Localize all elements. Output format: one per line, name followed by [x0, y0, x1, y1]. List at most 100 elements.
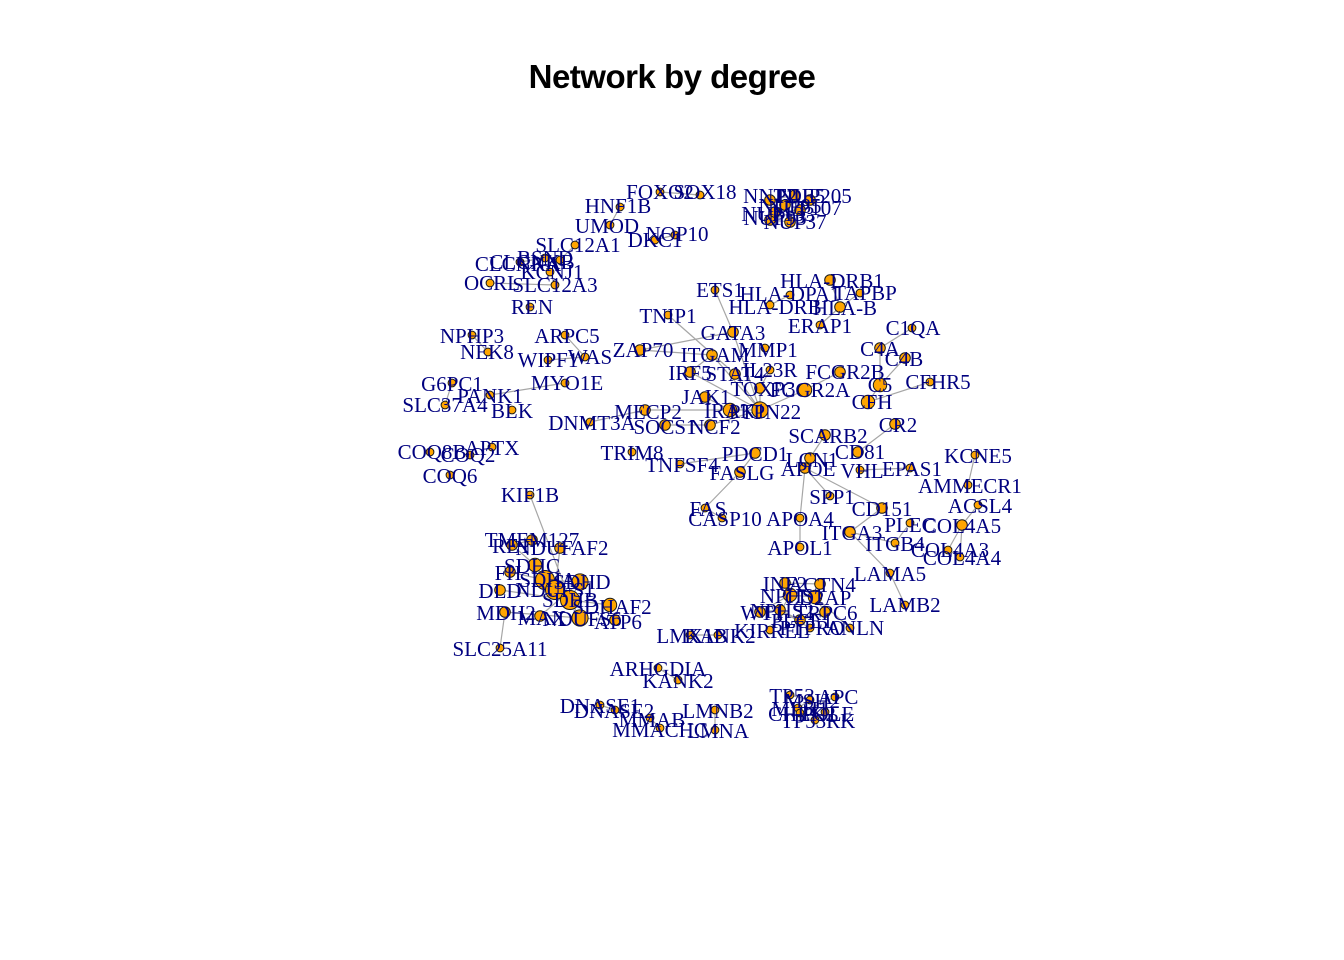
- network-node: [425, 447, 435, 457]
- network-edge: [539, 581, 581, 617]
- node-label: TNFSF4: [645, 453, 719, 477]
- network-node: [769, 206, 781, 218]
- node-label: CR2: [879, 413, 918, 437]
- network-node: [899, 352, 911, 364]
- network-node: [695, 190, 705, 200]
- network-node: [973, 500, 983, 510]
- node-label: COQ2: [441, 443, 496, 467]
- network-node: [540, 253, 550, 263]
- network-node: [795, 708, 805, 718]
- network-edge: [849, 531, 896, 544]
- network-node: [673, 675, 683, 685]
- node-label: COL4A5: [923, 514, 1001, 538]
- network-node: [810, 715, 820, 725]
- network-edge: [709, 409, 761, 426]
- network-node: [819, 606, 831, 618]
- node-label: COQ6: [423, 464, 478, 488]
- network-node: [670, 230, 680, 240]
- node-label: ACTN4: [788, 573, 856, 597]
- node-label: AMMECR1: [918, 474, 1022, 498]
- node-label: APC: [818, 685, 859, 709]
- network-node: [615, 202, 625, 212]
- network-edge: [564, 334, 586, 358]
- network-edge: [867, 381, 931, 403]
- node-label: ITGB4: [865, 532, 925, 556]
- network-node: [595, 700, 605, 710]
- node-label: BSND: [517, 246, 573, 270]
- node-label: FCGR2A: [770, 378, 851, 402]
- node-label: SLC12A1: [535, 233, 620, 257]
- node-label: IL23R: [743, 358, 798, 382]
- network-node: [465, 450, 475, 460]
- network-node: [785, 290, 795, 300]
- network-edge: [639, 331, 734, 351]
- node-label: DKC1: [628, 228, 683, 252]
- node-label: INF2: [763, 572, 807, 596]
- node-label: HNF1B: [585, 194, 652, 218]
- network-node: [824, 274, 836, 286]
- node-label: LMNA: [687, 719, 750, 743]
- network-node: [525, 490, 535, 500]
- network-node: [794, 204, 806, 216]
- network-edge: [804, 467, 831, 497]
- network-node: [704, 419, 716, 431]
- network-node: [610, 705, 620, 715]
- network-node: [663, 310, 673, 320]
- node-label: JAK1: [681, 385, 730, 409]
- node-label: NUP107: [768, 196, 842, 220]
- network-node: [807, 589, 823, 605]
- network-node: [795, 513, 805, 523]
- node-label: TRIM8: [601, 441, 664, 465]
- network-node: [805, 695, 815, 705]
- node-label: NUP205: [778, 184, 852, 208]
- network-node: [685, 630, 695, 640]
- network-node: [804, 194, 816, 206]
- node-label: MMP1: [738, 338, 798, 362]
- node-label: WT1: [740, 601, 783, 625]
- node-label: ACSL4: [948, 494, 1013, 518]
- node-label: FAS: [690, 497, 727, 521]
- network-node: [925, 377, 935, 387]
- node-label: SDHA: [519, 568, 577, 592]
- node-label: SLC37A4: [402, 393, 488, 417]
- network-node: [872, 377, 888, 393]
- node-label: APOL1: [767, 536, 832, 560]
- node-label: PLEC: [884, 513, 935, 537]
- node-label: FASLG: [710, 461, 775, 485]
- network-node: [760, 343, 770, 353]
- network-node: [515, 257, 525, 267]
- network-node: [754, 606, 766, 618]
- node-label: NPHP3: [440, 324, 504, 348]
- network-node: [609, 614, 621, 626]
- node-label: TP53RK: [781, 709, 856, 733]
- network-node: [580, 352, 590, 362]
- node-label: NEK8: [460, 340, 514, 364]
- node-label: PLCE1: [771, 609, 833, 633]
- network-node: [467, 330, 477, 340]
- network-node: [784, 216, 796, 228]
- network-node: [675, 459, 685, 469]
- network-node: [570, 240, 580, 250]
- network-node: [814, 578, 826, 590]
- node-label: MDH2: [476, 601, 536, 625]
- node-label: HLA-DPA1: [740, 282, 841, 306]
- network-node: [905, 463, 915, 473]
- node-label: NNT2: [743, 184, 797, 208]
- node-label: TRPC6: [794, 601, 857, 625]
- network-node: [729, 368, 741, 380]
- node-label: C5: [868, 373, 893, 397]
- node-label: ANLN: [826, 616, 884, 640]
- node-label: MECP2: [614, 400, 682, 424]
- node-label: FOXO2: [626, 180, 694, 204]
- node-label: APOE: [781, 457, 836, 481]
- node-label: SPP1: [809, 485, 855, 509]
- network-node: [727, 326, 739, 338]
- node-label: APOA4: [766, 507, 834, 531]
- node-label: NUP37: [763, 210, 826, 234]
- network-node: [749, 447, 761, 459]
- network-node: [855, 288, 865, 298]
- network-edge: [732, 331, 761, 411]
- network-edge: [689, 371, 761, 411]
- node-label: NPHS2: [750, 599, 814, 623]
- node-label: DNASE2: [574, 699, 655, 723]
